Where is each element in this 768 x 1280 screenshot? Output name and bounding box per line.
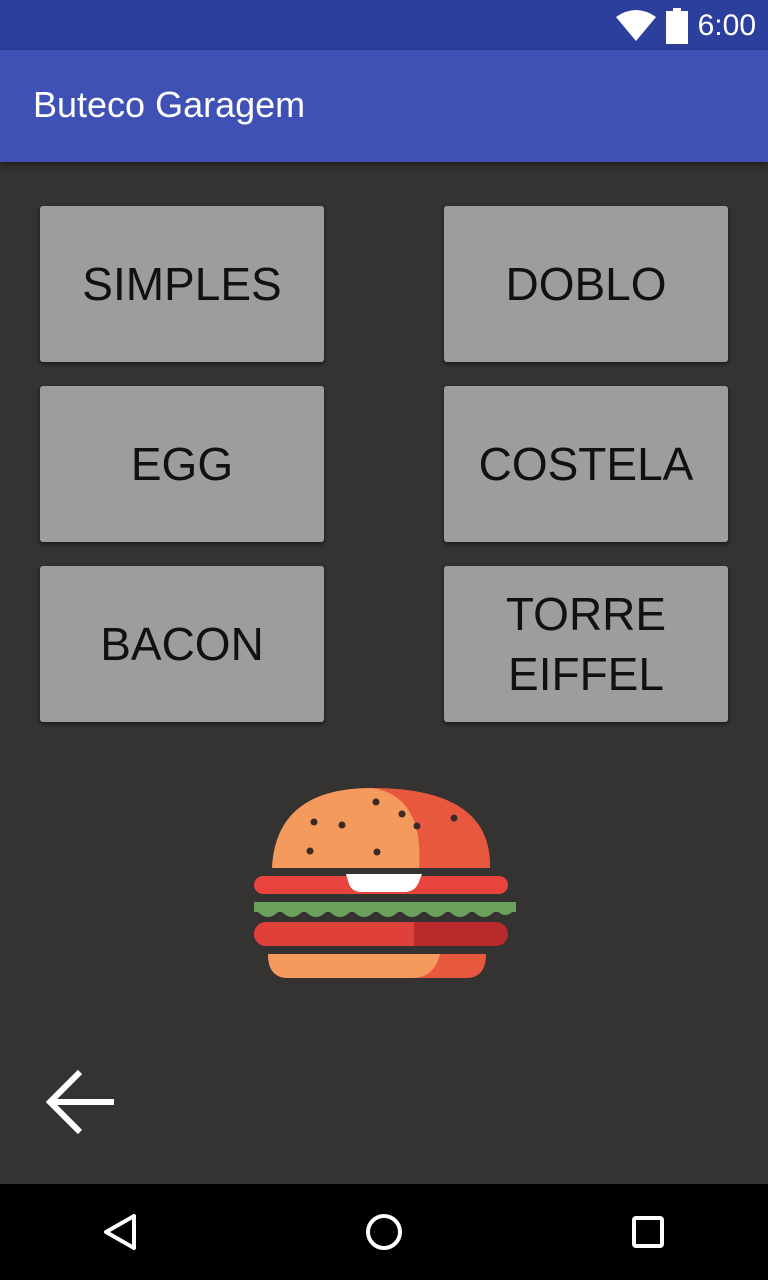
app-title: Buteco Garagem — [33, 84, 306, 125]
status-time: 6:00 — [697, 9, 756, 42]
home-circle-icon[interactable] — [360, 1208, 408, 1256]
wifi-icon — [615, 10, 656, 41]
simples-button[interactable]: SIMPLES — [40, 206, 324, 362]
arrow-left-icon[interactable] — [46, 1066, 118, 1138]
doblo-button[interactable]: DOBLO — [444, 206, 728, 362]
back-triangle-icon[interactable] — [96, 1208, 144, 1256]
app-bar: Buteco Garagem — [0, 50, 768, 162]
costela-button[interactable]: COSTELA — [444, 386, 728, 542]
bacon-button[interactable]: BACON — [40, 566, 324, 722]
egg-button[interactable]: EGG — [40, 386, 324, 542]
status-bar: 6:00 — [0, 0, 768, 50]
status-icons: 6:00 — [615, 6, 756, 46]
hamburger-icon — [254, 788, 516, 978]
recents-square-icon[interactable] — [624, 1208, 672, 1256]
torre-eiffel-button[interactable]: TORRE EIFFEL — [444, 566, 728, 722]
navigation-bar — [0, 1184, 768, 1280]
battery-icon — [665, 8, 688, 44]
